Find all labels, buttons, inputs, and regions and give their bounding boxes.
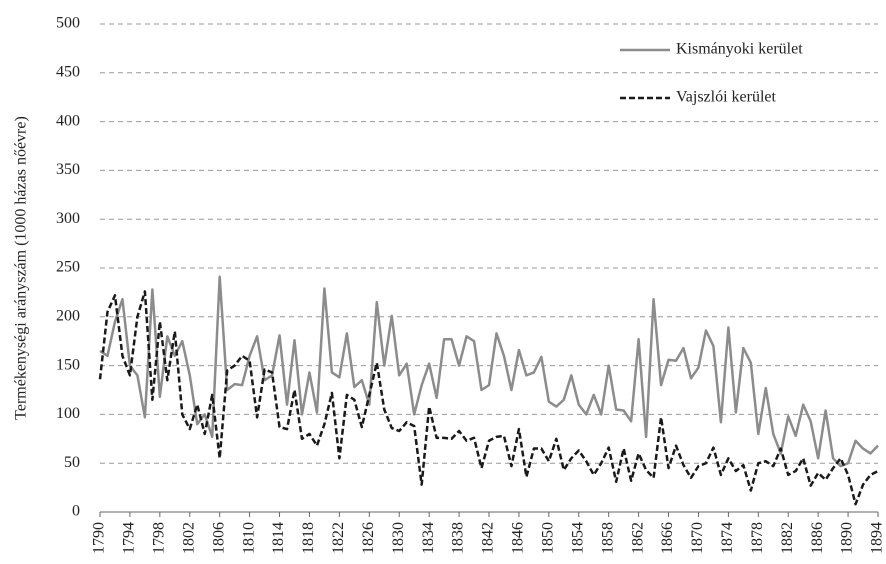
x-tick-label: 1894 — [869, 522, 886, 554]
y-tick-label: 250 — [56, 259, 80, 276]
y-tick-label: 200 — [56, 307, 80, 324]
y-tick-label: 450 — [56, 63, 80, 80]
x-tick-label: 1802 — [180, 522, 197, 554]
x-tick-label: 1890 — [839, 522, 856, 554]
x-tick-label: 1806 — [210, 522, 227, 554]
x-tick-label: 1858 — [599, 522, 616, 554]
y-tick-label: 350 — [56, 161, 80, 178]
x-tick-label: 1882 — [779, 522, 796, 554]
x-tick-label: 1850 — [540, 522, 557, 554]
legend-label: Vajszlói kerület — [676, 89, 777, 106]
x-tick-label: 1814 — [270, 522, 287, 554]
x-tick-label: 1830 — [390, 522, 407, 554]
x-tick-label: 1870 — [689, 522, 706, 554]
x-tick-label: 1810 — [240, 522, 257, 554]
y-tick-label: 500 — [56, 15, 80, 32]
x-tick-label: 1794 — [121, 522, 138, 554]
y-tick-label: 0 — [72, 503, 80, 520]
line-series — [99, 275, 879, 468]
x-tick-label: 1866 — [659, 522, 676, 554]
x-tick-label: 1862 — [629, 522, 646, 554]
y-tick-label: 400 — [56, 112, 80, 129]
y-tick-label: 100 — [56, 405, 80, 422]
x-tick-label: 1798 — [151, 522, 168, 554]
legend-label: Kismányoki kerület — [676, 41, 803, 58]
x-tick-label: 1790 — [91, 522, 108, 554]
x-tick-label: 1838 — [450, 522, 467, 554]
x-tick-label: 1886 — [809, 522, 826, 554]
y-tick-label: 50 — [64, 454, 80, 471]
line-series — [98, 290, 879, 506]
x-tick-label: 1834 — [420, 522, 437, 554]
y-tick-label: 150 — [56, 356, 80, 373]
x-tick-label: 1854 — [569, 522, 586, 554]
x-tick-label: 1842 — [480, 522, 497, 554]
x-tick-label: 1826 — [360, 522, 377, 554]
x-tick-label: 1874 — [719, 522, 736, 554]
x-tick-label: 1818 — [300, 522, 317, 554]
x-tick-label: 1878 — [749, 522, 766, 554]
x-tick-label: 1846 — [510, 522, 527, 554]
y-axis-label: Termékenységi arányszám (1000 házas nőév… — [13, 116, 30, 420]
y-tick-label: 300 — [56, 210, 80, 227]
x-tick-label: 1822 — [330, 522, 347, 554]
